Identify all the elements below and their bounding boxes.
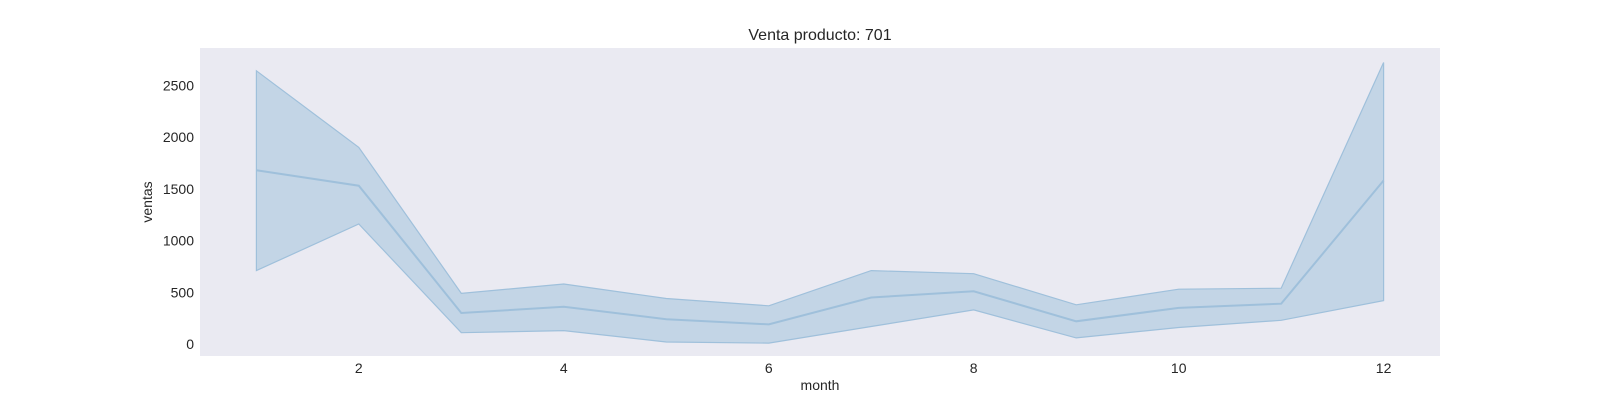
x-tick-label: 10 bbox=[1171, 360, 1187, 376]
x-tick-label: 2 bbox=[355, 360, 363, 376]
y-axis-label: ventas bbox=[139, 181, 155, 222]
x-tick-label: 4 bbox=[560, 360, 568, 376]
x-tick-label: 6 bbox=[765, 360, 773, 376]
y-tick-label: 0 bbox=[186, 336, 194, 352]
chart-title: Venta producto: 701 bbox=[748, 27, 891, 44]
series-line bbox=[256, 169, 1385, 326]
confidence-band bbox=[255, 62, 1385, 344]
y-tick-label: 2000 bbox=[163, 129, 194, 145]
x-tick-labels: 2 4 6 8 10 12 bbox=[355, 360, 1392, 376]
series-line-layer bbox=[256, 169, 1385, 326]
x-tick-label: 12 bbox=[1376, 360, 1392, 376]
y-tick-label: 1000 bbox=[163, 233, 194, 249]
y-tick-labels: 0 500 1000 1500 2000 2500 bbox=[163, 77, 194, 352]
x-axis-label: month bbox=[801, 377, 840, 393]
y-tick-label: 500 bbox=[171, 284, 195, 300]
y-tick-label: 1500 bbox=[163, 181, 194, 197]
y-tick-label: 2500 bbox=[163, 77, 194, 93]
confidence-band-layer bbox=[255, 62, 1385, 344]
x-tick-label: 8 bbox=[970, 360, 978, 376]
